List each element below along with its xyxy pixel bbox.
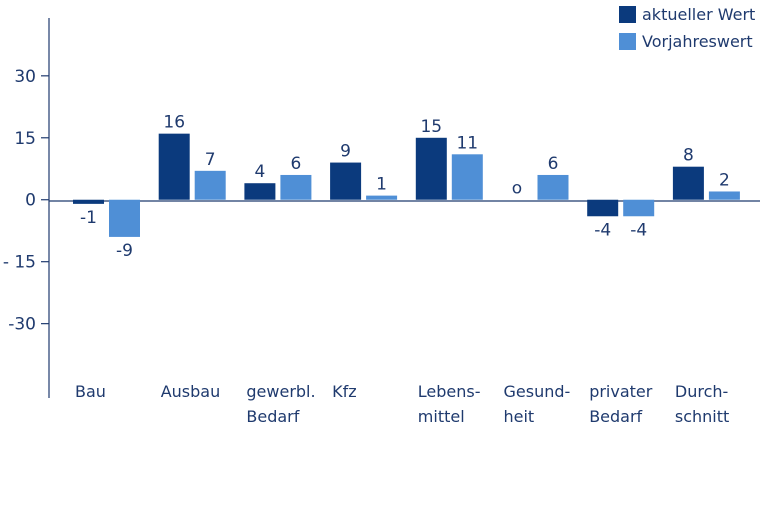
category-label: schnitt <box>675 407 729 426</box>
y-tick-label: 30 <box>14 67 36 87</box>
bar-current <box>672 166 704 200</box>
legend: aktueller Wert Vorjahreswert <box>619 5 755 51</box>
bars <box>73 133 740 237</box>
y-tick-label: -30 <box>8 315 36 335</box>
y-tick-label: - 15 <box>3 253 36 273</box>
category-label: Lebens- <box>418 382 481 401</box>
data-label: 1 <box>376 175 387 195</box>
bar-current <box>330 162 362 200</box>
category-label: Bedarf <box>589 407 642 426</box>
data-label: o <box>512 179 522 199</box>
category-label: privater <box>589 382 653 401</box>
bar-current <box>587 199 619 217</box>
bar-previous-year <box>623 199 655 217</box>
category-label: Durch- <box>675 382 728 401</box>
data-label: 9 <box>340 142 351 162</box>
data-label: -9 <box>116 241 133 261</box>
category-label: Kfz <box>332 382 357 401</box>
category-label: Gesund- <box>504 382 571 401</box>
bar-previous-year <box>194 170 226 200</box>
category-label: Bedarf <box>246 407 299 426</box>
category-label: Ausbau <box>161 382 221 401</box>
data-label: 11 <box>456 133 478 153</box>
data-label: 6 <box>290 154 301 174</box>
y-tick-label: 15 <box>14 129 36 149</box>
data-label: 8 <box>683 146 694 166</box>
category-label: gewerbl. <box>246 382 315 401</box>
y-tick-label: 0 <box>25 191 36 211</box>
bar-current <box>244 183 276 200</box>
category-label: Bau <box>75 382 106 401</box>
bar-current <box>73 199 104 204</box>
category-label: mittel <box>418 407 465 426</box>
bar-previous-year <box>109 199 140 237</box>
legend-label: Vorjahreswert <box>642 32 753 51</box>
category-labels: Bau Ausbau gewerbl. Bedarf Kfz Lebens-mittel G… <box>75 382 729 426</box>
bar-previous-year <box>537 174 569 200</box>
data-label: -4 <box>630 220 647 240</box>
data-label: 15 <box>420 117 442 137</box>
data-label: 16 <box>163 113 185 133</box>
bar-current <box>158 133 190 200</box>
category-label: heit <box>504 407 535 426</box>
data-label: -4 <box>594 220 611 240</box>
bar-current <box>415 137 447 200</box>
data-label: 7 <box>205 150 216 170</box>
legend-swatch <box>619 33 636 50</box>
data-label: -1 <box>80 208 97 228</box>
data-label: 4 <box>254 162 265 182</box>
legend-label: aktueller Wert <box>642 5 755 24</box>
bar-previous-year <box>280 174 312 200</box>
bar-previous-year <box>451 154 483 200</box>
legend-swatch <box>619 6 636 23</box>
y-axis-ticks: 30 15 0 - 15 -30 <box>3 67 49 335</box>
bar-previous-year <box>708 191 740 200</box>
data-label: 2 <box>719 170 730 190</box>
data-label: 6 <box>548 154 559 174</box>
bar-previous-year <box>366 195 398 200</box>
